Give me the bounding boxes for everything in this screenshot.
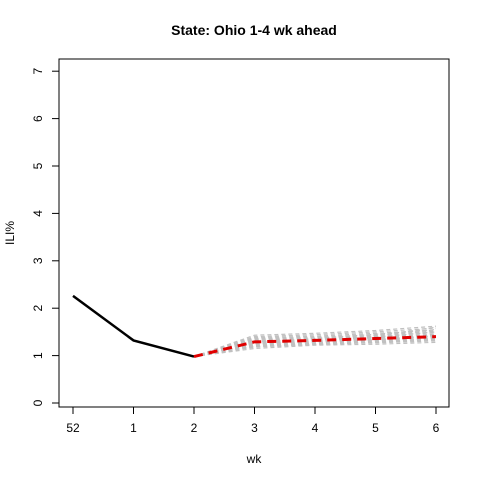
ensemble-trajectory xyxy=(193,337,437,358)
x-axis-label: wk xyxy=(246,452,263,466)
x-tick-label: 6 xyxy=(433,421,440,435)
y-tick-label: 4 xyxy=(31,210,45,217)
x-tick-label: 52 xyxy=(66,421,80,435)
y-tick-label: 2 xyxy=(31,305,45,312)
x-tick-label: 4 xyxy=(312,421,319,435)
ensemble-trajectory xyxy=(193,325,437,358)
chart-title: State: Ohio 1-4 wk ahead xyxy=(171,22,337,38)
x-tick-label: 3 xyxy=(251,421,258,435)
y-axis: 0 1 2 3 4 5 6 7 xyxy=(31,68,60,406)
x-tick-label: 1 xyxy=(130,421,137,435)
ensemble-trajectory xyxy=(193,332,437,358)
forecast-mean-line xyxy=(193,335,437,359)
y-tick-label: 3 xyxy=(31,257,45,264)
x-axis: 52 1 2 3 4 5 6 xyxy=(66,406,440,435)
x-tick-label: 5 xyxy=(372,421,379,435)
y-tick-label: 5 xyxy=(31,162,45,169)
observed-line xyxy=(72,294,195,358)
y-axis-label: ILI% xyxy=(3,221,17,245)
observed-series xyxy=(72,294,195,358)
y-tick-label: 1 xyxy=(31,352,45,359)
x-tick-label: 2 xyxy=(191,421,198,435)
forecast-mean-series xyxy=(193,335,437,359)
ensemble-trajectory xyxy=(193,330,437,358)
plot-frame xyxy=(58,58,450,408)
y-tick-label: 0 xyxy=(31,399,45,406)
y-tick-label: 6 xyxy=(31,115,45,122)
ensemble-trajectory xyxy=(193,335,437,358)
ensemble-trajectory xyxy=(193,327,437,358)
y-tick-label: 7 xyxy=(31,68,45,75)
